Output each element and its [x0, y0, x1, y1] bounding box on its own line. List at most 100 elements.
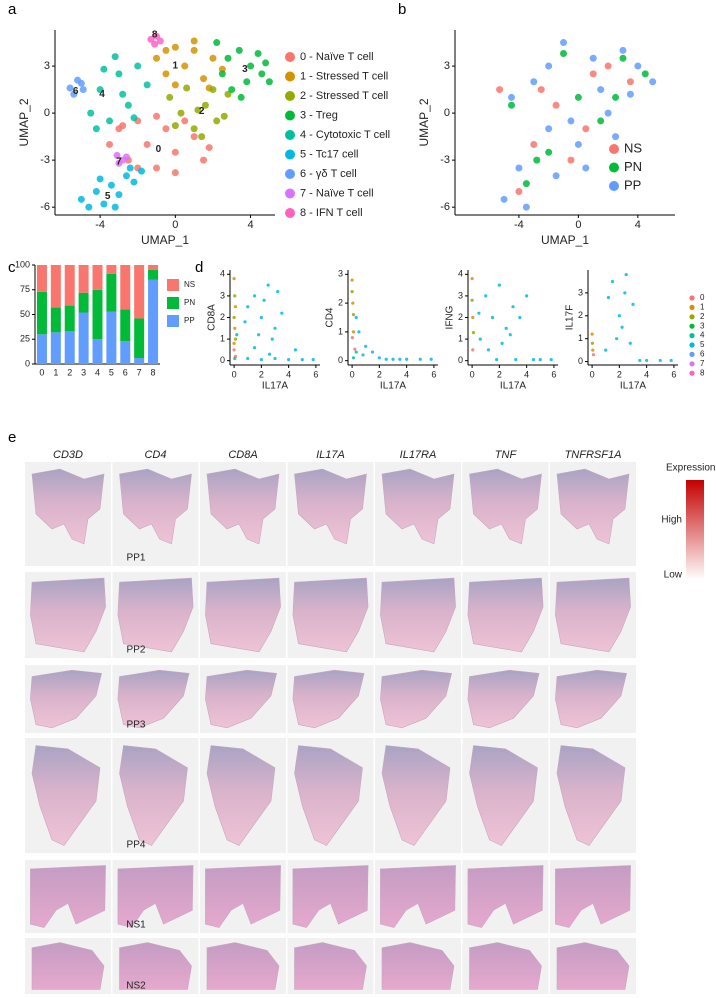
point — [617, 314, 621, 318]
point — [122, 172, 130, 180]
point — [658, 358, 662, 363]
point — [70, 90, 78, 98]
point — [354, 350, 358, 354]
point — [530, 140, 538, 148]
point — [246, 356, 250, 361]
sample-label: PP1 — [127, 553, 146, 564]
x-tick-label: 2 — [67, 367, 72, 377]
point — [119, 122, 127, 130]
point — [591, 348, 595, 352]
point — [232, 315, 236, 320]
sample-label: NS1 — [126, 920, 146, 931]
legend-label: 6 - γδ T cell — [300, 168, 357, 180]
point — [258, 70, 266, 78]
legend-marker — [689, 361, 695, 367]
legend-label: 5 — [700, 340, 705, 349]
x-tick-label: 2 — [377, 369, 382, 379]
point — [153, 54, 161, 62]
cluster-label: 8 — [152, 29, 158, 40]
legend-label: 7 — [700, 359, 705, 368]
point — [194, 106, 202, 114]
y-tick-label: 3 — [338, 269, 343, 279]
point — [619, 54, 627, 62]
point — [259, 315, 263, 320]
tissue — [467, 865, 544, 928]
legend-marker — [689, 323, 695, 329]
point — [626, 78, 634, 86]
y-tick-label: 1 — [338, 326, 343, 336]
legend-marker — [609, 181, 619, 191]
x-tick-label: 2 — [259, 369, 264, 379]
point — [638, 358, 642, 363]
colorbar-title: Expression — [666, 463, 715, 474]
x-tick-label: 0 — [590, 369, 595, 379]
legend-label: 0 - Naïve T cell — [300, 51, 374, 63]
point — [471, 331, 476, 335]
y-tick-label: 0 — [220, 355, 225, 365]
point — [351, 313, 356, 317]
y-tick-label: 3 — [458, 290, 463, 300]
legend-marker — [609, 144, 619, 154]
point — [143, 81, 151, 89]
y-tick-label: 0 — [444, 107, 450, 119]
legend-marker — [285, 91, 295, 101]
point — [604, 109, 612, 117]
point — [549, 358, 553, 362]
legend-marker — [285, 188, 295, 199]
y-tick-label: 0 — [338, 355, 343, 365]
tissue — [31, 942, 105, 990]
panel-label: e — [8, 429, 16, 446]
point — [361, 353, 365, 357]
legend-label: PP — [184, 316, 195, 325]
point — [418, 357, 422, 361]
y-tick-label: 3 — [220, 290, 225, 300]
point — [77, 195, 85, 203]
panel-label: c — [8, 259, 16, 276]
point — [311, 358, 315, 362]
point — [276, 289, 280, 294]
point — [619, 46, 627, 54]
legend-marker — [285, 71, 295, 82]
y-tick-label: 25 — [20, 334, 30, 344]
point — [612, 133, 620, 141]
cluster-label: 4 — [99, 89, 105, 100]
point — [262, 298, 266, 302]
cluster-label: 6 — [73, 86, 79, 97]
point — [265, 78, 273, 86]
point — [429, 357, 433, 361]
bar-segment — [64, 331, 75, 364]
legend-label: 3 — [700, 321, 705, 330]
x-tick-label: 0 — [232, 369, 237, 379]
tissue — [556, 942, 630, 990]
panel-label: a — [8, 1, 17, 18]
bar-segment — [50, 307, 61, 333]
point — [106, 117, 114, 125]
tissue — [206, 745, 276, 846]
point — [351, 356, 356, 360]
y-tick-label: -3 — [40, 154, 50, 166]
tissue — [30, 865, 106, 928]
cluster-label: 2 — [199, 106, 205, 117]
tissue — [292, 669, 365, 729]
y-tick-label: 100 — [15, 259, 30, 269]
legend-marker — [609, 162, 619, 173]
point — [115, 191, 123, 199]
tissue — [30, 669, 102, 729]
x-tick-label: 7 — [137, 367, 142, 377]
x-tick-label: 0 — [172, 219, 178, 231]
y-axis-title: IL17F — [565, 305, 576, 331]
legend-swatch — [167, 315, 179, 327]
x-tick-label: 2 — [497, 369, 502, 379]
sample-label: PP3 — [127, 720, 146, 731]
point — [156, 37, 164, 45]
legend-swatch — [167, 297, 179, 309]
tissue — [467, 669, 540, 729]
point — [590, 341, 594, 345]
tissue — [556, 745, 626, 846]
tissue — [294, 745, 363, 846]
x-tick-label: 1 — [53, 367, 58, 377]
tissue — [30, 577, 106, 653]
legend-marker — [689, 342, 695, 348]
y-tick-label: -3 — [440, 154, 450, 166]
y-tick-label: 1 — [458, 333, 463, 343]
